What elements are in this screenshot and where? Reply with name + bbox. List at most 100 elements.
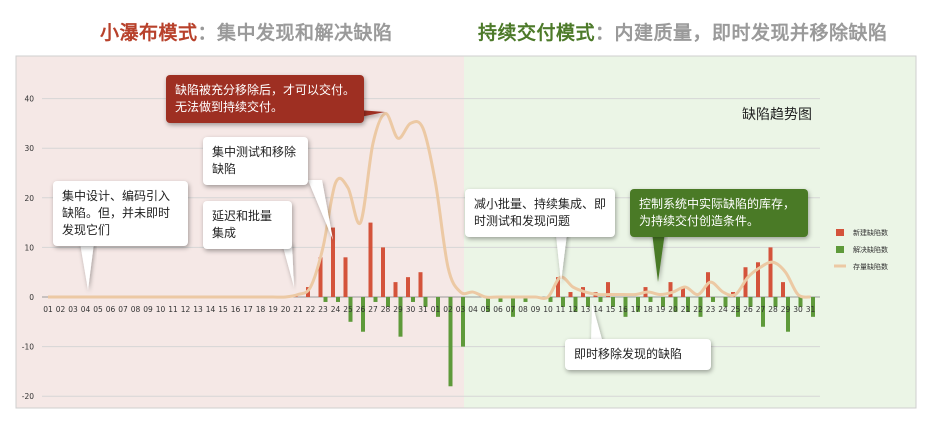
x-tick-label: 10	[156, 305, 166, 314]
fixed-defect-bar	[748, 297, 753, 307]
fixed-defect-bar	[673, 297, 678, 312]
new-defect-bar	[318, 257, 323, 297]
fixed-defect-bar	[711, 297, 715, 302]
fixed-defect-bar	[786, 297, 790, 332]
fixed-defect-bar	[398, 297, 403, 337]
new-defect-bar	[368, 222, 373, 297]
fixed-defect-bar	[686, 297, 690, 312]
callout-control-inventory: 控制系统中实际缺陷的库存，为持续交付创造条件。	[630, 189, 808, 237]
y-tick-label: -20	[22, 392, 34, 401]
x-tick-label: 01	[43, 305, 53, 314]
callout-pointer	[80, 243, 94, 290]
fixed-defect-bar	[486, 297, 490, 312]
x-tick-label: 02	[443, 305, 453, 314]
fixed-defect-bar	[761, 297, 765, 327]
x-tick-label: 26	[356, 305, 366, 314]
x-tick-label: 09	[143, 305, 153, 314]
x-tick-label: 04	[468, 305, 478, 314]
x-tick-label: 23	[706, 305, 716, 314]
x-tick-label: 27	[756, 305, 766, 314]
x-tick-label: 03	[68, 305, 78, 314]
x-tick-label: 14	[593, 305, 603, 314]
fixed-defect-bar	[323, 297, 328, 302]
new-defect-bar	[681, 287, 685, 297]
x-tick-label: 29	[781, 305, 791, 314]
fixed-defect-bar	[586, 297, 590, 307]
x-tick-label: 09	[531, 305, 541, 314]
x-tick-label: 08	[131, 305, 141, 314]
x-tick-label: 17	[243, 305, 253, 314]
fixed-defect-bar	[361, 297, 365, 332]
fixed-defect-bar	[511, 297, 515, 317]
x-tick-label: 28	[381, 305, 391, 314]
waterfall-mode-description: 集中发现和解决缺陷	[217, 22, 393, 44]
x-tick-label: 12	[568, 305, 578, 314]
new-defect-bar	[606, 282, 610, 297]
x-tick-label: 16	[231, 305, 241, 314]
fixed-defect-bar	[348, 297, 353, 322]
x-tick-label: 20	[668, 305, 678, 314]
x-tick-label: 07	[506, 305, 516, 314]
x-tick-label: 30	[406, 305, 416, 314]
x-tick-label: 04	[81, 305, 91, 314]
x-tick-label: 21	[293, 305, 303, 314]
fixed-defect-bar	[436, 297, 440, 317]
fixed-defect-bar	[448, 297, 453, 387]
callout-pointer	[591, 303, 603, 343]
x-tick-label: 11	[168, 305, 178, 314]
fixed-defect-bar	[736, 297, 740, 317]
inventory-line	[48, 111, 811, 300]
x-tick-label: 19	[268, 305, 278, 314]
chart-title: 缺陷趋势图	[742, 107, 812, 123]
x-tick-label: 18	[643, 305, 653, 314]
x-tick-label: 06	[493, 305, 503, 314]
cd-mode-description: 内建质量，即时发现并移除缺陷	[614, 22, 888, 44]
fixed-defect-bar	[723, 297, 728, 307]
x-tick-label: 26	[743, 305, 753, 314]
chart-frame	[15, 55, 917, 409]
legend-swatch	[836, 246, 844, 253]
x-tick-label: 25	[343, 305, 353, 314]
new-defect-bar	[568, 292, 573, 297]
fixed-defect-bar	[611, 297, 615, 307]
x-tick-label: 28	[768, 305, 778, 314]
fixed-defect-bar	[798, 297, 803, 307]
callout-pointer	[282, 243, 294, 287]
y-tick-label: 20	[24, 194, 34, 203]
x-tick-label: 31	[418, 305, 428, 314]
fixed-defect-bar	[373, 297, 378, 302]
x-tick-label: 19	[656, 305, 666, 314]
x-tick-label: 30	[793, 305, 803, 314]
new-defect-bar	[781, 282, 785, 297]
x-tick-label: 21	[681, 305, 691, 314]
x-tick-label: 16	[618, 305, 628, 314]
x-tick-label: 01	[431, 305, 441, 314]
fixed-defect-bar	[386, 297, 390, 307]
fixed-defect-bar	[523, 297, 528, 302]
legend-label: 新建缺陷数	[853, 228, 888, 237]
waterfall-mode-colon: ：	[197, 22, 218, 44]
callout-small-batches: 减小批量、持续集成、即时测试和发现问题	[465, 189, 615, 237]
legend-label: 存量缺陷数	[853, 262, 888, 271]
fixed-defect-bar	[811, 297, 815, 317]
fixed-defect-bar	[561, 297, 565, 307]
callout-delayed-integration: 延迟和批量集成	[203, 201, 292, 249]
x-tick-label: 23	[318, 305, 328, 314]
fixed-defect-bar	[648, 297, 653, 302]
y-tick-label: 0	[29, 293, 34, 302]
y-tick-label: 40	[24, 95, 34, 104]
x-tick-label: 15	[606, 305, 616, 314]
new-defect-bar	[343, 257, 348, 297]
fixed-defect-bar	[598, 297, 603, 302]
x-tick-label: 25	[731, 305, 741, 314]
waterfall-mode-label: 小瀑布模式	[100, 22, 198, 44]
fixed-defect-bar	[423, 297, 428, 307]
x-tick-label: 10	[543, 305, 553, 314]
x-tick-label: 20	[281, 305, 291, 314]
callout-design-coding: 集中设计、编码引入缺陷。但，并未即时发现它们	[53, 181, 188, 246]
callout-delivery-blocked: 缺陷被充分移除后，才可以交付。无法做到持续交付。	[166, 75, 364, 123]
x-tick-label: 13	[193, 305, 203, 314]
x-tick-label: 13	[581, 305, 591, 314]
x-tick-label: 05	[93, 305, 103, 314]
cd-mode-label: 持续交付模式	[478, 22, 596, 44]
